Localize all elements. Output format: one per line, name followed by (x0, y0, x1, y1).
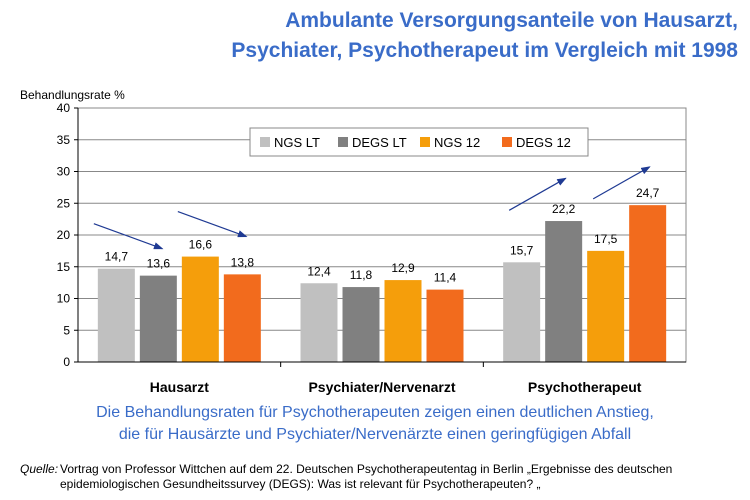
source-line-1: Vortrag von Professor Wittchen auf dem 2… (60, 462, 673, 476)
bar (97, 268, 135, 362)
legend-box (249, 127, 589, 157)
bar-value-label: 16,6 (189, 238, 213, 252)
legend-swatch (260, 137, 270, 147)
x-category-label: Psychotherapeut (528, 379, 642, 395)
bar (384, 280, 422, 362)
trend-arrow (592, 166, 651, 200)
legend-label: NGS LT (274, 135, 320, 150)
y-tick-label: 10 (57, 292, 71, 306)
bar (503, 262, 541, 362)
y-axis-label: Behandlungsrate % (20, 88, 125, 102)
y-tick-label: 20 (57, 228, 71, 242)
bar-value-label: 12,9 (391, 261, 415, 275)
y-tick-label: 30 (57, 165, 71, 179)
bar-value-label: 11,8 (350, 268, 373, 282)
bar-value-label: 15,7 (510, 243, 534, 257)
y-tick-label: 35 (57, 133, 71, 147)
source-label: Quelle: (20, 462, 59, 476)
y-tick-label: 40 (57, 101, 71, 115)
bar-value-label: 13,8 (231, 255, 255, 269)
y-tick-label: 25 (57, 196, 71, 210)
caption-line-1: Die Behandlungsraten für Psychotherapeut… (96, 404, 654, 421)
y-tick-label: 5 (63, 323, 70, 337)
bar (545, 221, 583, 362)
bar-value-label: 22,2 (552, 202, 576, 216)
bar (139, 275, 177, 362)
trend-arrow (177, 211, 248, 238)
bar-value-label: 14,7 (105, 250, 129, 264)
bar (426, 289, 464, 362)
bar-value-label: 17,5 (594, 232, 618, 246)
bar-value-label: 13,6 (147, 257, 171, 271)
title-line-1: Ambulante Versorgungsanteile von Hausarz… (285, 9, 738, 32)
caption-line-2: die für Hausärzte und Psychiater/Nervenä… (118, 426, 632, 443)
trend-arrow (508, 177, 567, 211)
x-category-label: Hausarzt (150, 379, 209, 395)
bar (342, 287, 380, 362)
x-category-label: Psychiater/Nervenarzt (308, 379, 455, 395)
bar-value-label: 12,4 (307, 264, 331, 278)
legend-label: DEGS LT (352, 135, 407, 150)
bar (223, 274, 261, 362)
legend-swatch (338, 137, 348, 147)
legend-swatch (420, 137, 430, 147)
bar (587, 250, 625, 362)
bar-value-label: 11,4 (434, 271, 457, 285)
legend-label: NGS 12 (434, 135, 480, 150)
y-tick-label: 15 (57, 260, 71, 274)
bar-chart: Behandlungsrate % 14,7 13,6 16,6 13,8 12,4 11… (20, 88, 687, 395)
bar-value-label: 24,7 (636, 186, 660, 200)
bar (629, 205, 667, 362)
legend-swatch (502, 137, 512, 147)
bar (181, 256, 219, 362)
bar (300, 283, 338, 362)
trend-arrow (93, 223, 164, 250)
title-line-2: Psychiater, Psychotherapeut im Vergleich… (231, 39, 738, 62)
legend-label: DEGS 12 (516, 135, 571, 150)
y-tick-label: 0 (63, 355, 70, 369)
source-line-2: epidemiologischen Gesundheitssurvey (DEG… (60, 477, 541, 491)
